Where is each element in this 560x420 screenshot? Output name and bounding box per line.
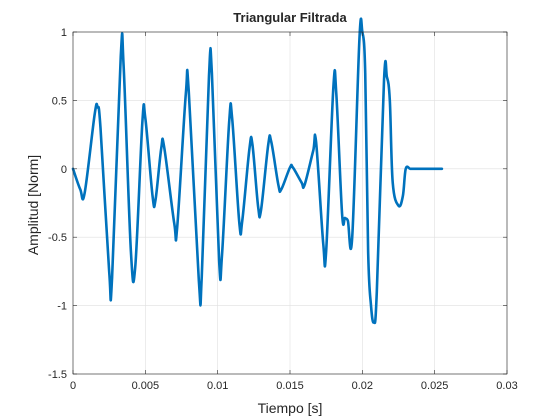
y-tick-label: -1.5 — [48, 369, 67, 381]
x-tick-label: 0.015 — [276, 380, 304, 392]
axis-ticks: 0 0.005 0.01 0.015 0.02 0.025 0.03 -1.5 -1 -0.5 0 0… — [48, 27, 518, 392]
series-line-0 — [71, 17, 444, 325]
x-tick-label: 0.01 — [207, 380, 228, 392]
y-axis-label: Amplitud [Norm] — [25, 155, 41, 255]
x-tick-label: 0.025 — [421, 380, 449, 392]
x-tick-label: 0 — [70, 380, 76, 392]
x-tick-label: 0.005 — [132, 380, 160, 392]
x-tick-label: 0.02 — [352, 380, 373, 392]
series-layer — [71, 17, 444, 325]
x-tick-label: 0.03 — [496, 380, 517, 392]
y-tick-label: 0 — [61, 164, 67, 176]
y-tick-label: -1 — [57, 301, 67, 313]
y-tick-label: 1 — [61, 27, 67, 39]
chart-title: Triangular Filtrada — [233, 10, 347, 25]
x-axis-label: Tiempo [s] — [258, 400, 323, 416]
y-tick-label: 0.5 — [52, 95, 67, 107]
y-tick-label: -0.5 — [48, 232, 67, 244]
